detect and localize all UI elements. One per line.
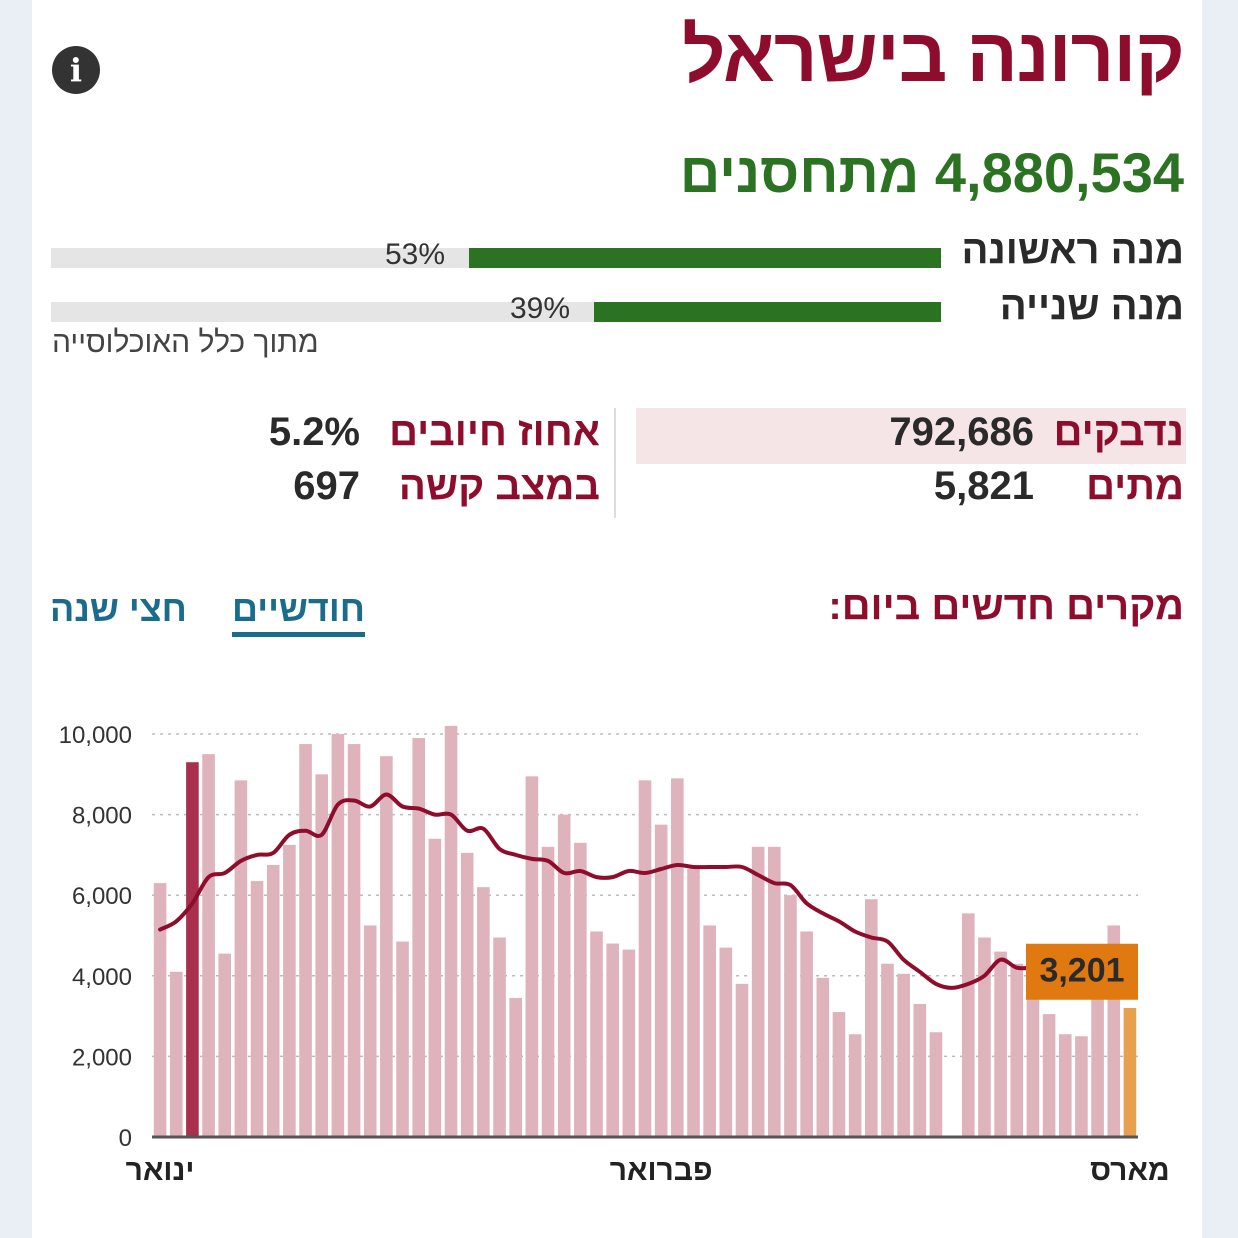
bar bbox=[1058, 1034, 1072, 1137]
severe-label: במצב קשה bbox=[398, 464, 600, 508]
bar bbox=[315, 774, 329, 1137]
page-title: קורונה בישראל bbox=[682, 13, 1185, 98]
y-tick-label: 2,000 bbox=[72, 1044, 132, 1071]
infected-value: 792,686 bbox=[889, 410, 1034, 454]
bar bbox=[848, 1034, 862, 1137]
y-tick-label: 8,000 bbox=[72, 803, 132, 830]
y-tick-label: 6,000 bbox=[72, 883, 132, 910]
second-dose-progress bbox=[594, 302, 941, 322]
bar bbox=[864, 899, 878, 1137]
bar bbox=[1026, 977, 1040, 1137]
chart-title: מקרים חדשים ביום: bbox=[828, 584, 1184, 628]
bar bbox=[218, 953, 232, 1137]
tab-two-months[interactable]: חודשיים bbox=[232, 588, 365, 637]
bar bbox=[800, 931, 813, 1137]
bar bbox=[1075, 1036, 1088, 1137]
bar bbox=[994, 951, 1007, 1137]
bar bbox=[363, 925, 377, 1137]
x-month-label: מארס bbox=[1090, 1154, 1170, 1187]
tab-half-year[interactable]: חצי שנה bbox=[50, 588, 187, 629]
population-note: מתוך כלל האוכלוסייה bbox=[52, 326, 319, 359]
bar bbox=[541, 846, 555, 1137]
bar bbox=[913, 1004, 927, 1137]
bar bbox=[477, 887, 490, 1137]
bar bbox=[1042, 1014, 1056, 1137]
bar bbox=[202, 754, 215, 1137]
infected-highlight bbox=[636, 408, 1186, 464]
bar bbox=[654, 824, 668, 1137]
deaths-value: 5,821 bbox=[933, 464, 1034, 508]
bar bbox=[671, 778, 684, 1137]
bar bbox=[897, 973, 910, 1137]
y-tick-label: 10,000 bbox=[59, 722, 132, 749]
bar bbox=[412, 738, 426, 1137]
bar bbox=[234, 780, 248, 1137]
bar bbox=[1010, 963, 1024, 1137]
bar bbox=[444, 725, 458, 1137]
moving-average-line bbox=[158, 792, 1068, 990]
bar bbox=[751, 846, 765, 1137]
bar bbox=[978, 937, 991, 1137]
bar bbox=[347, 744, 361, 1137]
bar bbox=[703, 925, 716, 1137]
bar bbox=[606, 943, 619, 1137]
bar bbox=[816, 977, 830, 1137]
bar bbox=[525, 776, 539, 1137]
info-icon[interactable]: i bbox=[52, 46, 100, 94]
bar bbox=[1091, 979, 1104, 1137]
bar bbox=[881, 963, 894, 1137]
bar bbox=[493, 937, 506, 1137]
positive-rate-value: 5.2% bbox=[268, 410, 360, 454]
bar-latest bbox=[1123, 1007, 1137, 1137]
bar bbox=[961, 913, 975, 1137]
bar bbox=[574, 842, 587, 1137]
bar bbox=[428, 838, 442, 1137]
bar bbox=[638, 780, 652, 1137]
x-month-label: פברואר bbox=[610, 1154, 713, 1187]
latest-value-callout bbox=[1026, 943, 1138, 1000]
bar bbox=[784, 895, 797, 1137]
bar bbox=[687, 869, 700, 1137]
second-dose-percent: 39% bbox=[510, 292, 571, 325]
bar bbox=[929, 1032, 943, 1137]
positive-rate-label: אחוז חיובים bbox=[389, 410, 600, 454]
deaths-label: מתים bbox=[1086, 464, 1184, 508]
bar-highlight bbox=[186, 762, 199, 1137]
bar bbox=[396, 941, 409, 1137]
bar bbox=[283, 844, 296, 1137]
severe-value: 697 bbox=[293, 464, 360, 508]
first-dose-percent: 53% bbox=[385, 238, 446, 271]
bar bbox=[832, 1012, 846, 1137]
bar bbox=[380, 756, 393, 1137]
bar bbox=[460, 852, 474, 1137]
bar bbox=[250, 881, 264, 1137]
bar bbox=[768, 846, 781, 1137]
bar bbox=[557, 814, 571, 1137]
y-tick-label: 4,000 bbox=[72, 964, 132, 991]
stats-divider bbox=[614, 408, 616, 518]
bar bbox=[735, 983, 749, 1137]
second-dose-label: מנה שנייה bbox=[999, 284, 1184, 328]
bar bbox=[622, 949, 636, 1137]
bar bbox=[169, 971, 183, 1137]
bar bbox=[509, 997, 522, 1137]
bar bbox=[719, 947, 733, 1137]
bar bbox=[331, 734, 345, 1137]
bar bbox=[153, 883, 167, 1137]
first-dose-progress bbox=[469, 248, 941, 268]
bar bbox=[590, 931, 603, 1137]
first-dose-label: מנה ראשונה bbox=[961, 228, 1184, 272]
y-tick-label: 0 bbox=[119, 1125, 132, 1152]
x-month-label: ינואר bbox=[126, 1154, 195, 1187]
bar bbox=[299, 744, 312, 1137]
infected-label: נדבקים bbox=[1053, 410, 1184, 454]
bar bbox=[266, 864, 280, 1137]
vaccinated-total: 4,880,534 מתחסנים bbox=[679, 141, 1184, 204]
latest-value-label: 3,201 bbox=[1039, 952, 1124, 990]
